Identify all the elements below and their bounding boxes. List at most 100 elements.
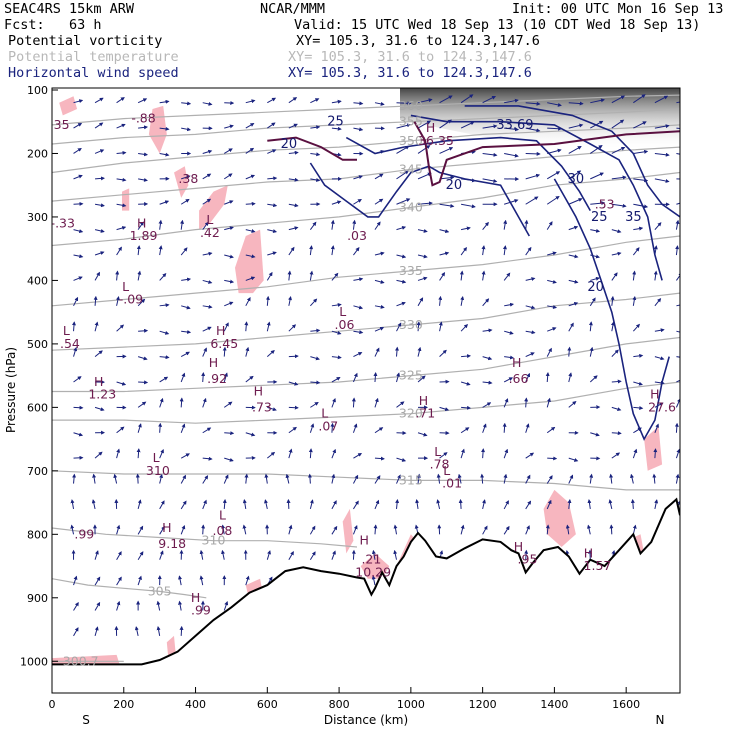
pv-region-7	[543, 489, 576, 547]
pv-label-29: L	[434, 444, 441, 459]
wind-vector-102	[159, 448, 164, 459]
wind-vector-52	[115, 296, 120, 306]
wind-vector-121	[180, 372, 186, 383]
pv-label-15: H	[216, 323, 225, 338]
field-xy-theta: XY= 105.3, 31.6 to 124.3,147.6	[288, 49, 532, 65]
pv-label-38: L	[219, 507, 226, 522]
wind-vector-539	[589, 375, 598, 383]
pv-label-51: .53	[595, 196, 615, 211]
wind-vector-160	[224, 254, 234, 259]
wind-vector-337	[396, 279, 407, 284]
wind-vector-501	[545, 524, 550, 535]
wind-vector-474	[524, 397, 529, 408]
wind-vector-46	[116, 150, 127, 155]
wind-vector-234	[288, 448, 293, 459]
wind-vector-345	[396, 474, 401, 484]
pv-zero-contours	[267, 121, 680, 187]
wind-vector-15	[72, 473, 77, 484]
wind-vector-426	[482, 298, 490, 307]
wind-vector-347	[393, 524, 398, 535]
wind-vector-13	[73, 432, 84, 437]
wind-vector-6	[73, 254, 84, 259]
wind-vector-410	[460, 448, 465, 459]
wind-vector-151	[199, 575, 204, 586]
wind-vector-355	[417, 172, 432, 180]
wind-vector-631	[675, 473, 680, 484]
wind-vector-29	[94, 271, 100, 281]
theta-label-10: 350	[399, 133, 423, 148]
wind-vector-14	[73, 455, 84, 460]
wind-vector-583	[633, 381, 643, 386]
wind-vector-293	[353, 277, 364, 282]
wind-vector-278	[331, 448, 337, 459]
wind-vector-319	[373, 372, 378, 383]
wind-vector-67	[138, 125, 149, 130]
wind-vector-301	[352, 474, 359, 484]
wind-vector-530	[590, 145, 603, 154]
wind-vector-242	[310, 98, 320, 104]
wind-vector-95	[159, 272, 167, 281]
wind-speed-label-3: 25	[591, 210, 608, 225]
wind-vector-206	[265, 295, 270, 306]
wind-vector-90	[159, 152, 170, 157]
wind-vector-318	[374, 347, 380, 357]
wind-vector-430	[482, 402, 492, 408]
wind-vector-235	[285, 473, 290, 484]
pv-label-49: H	[584, 545, 593, 560]
wind-vector-608	[653, 448, 658, 459]
y-tick-label-7: 800	[27, 528, 48, 541]
wind-vector-138	[202, 251, 213, 256]
wind-vector-207	[266, 321, 271, 332]
wind-vector-104	[159, 500, 165, 510]
wind-vector-574	[633, 149, 649, 154]
pv-label-19: H	[209, 355, 218, 370]
wind-vector-440	[504, 98, 519, 104]
pv-label-47: H	[514, 539, 523, 554]
wind-vector-298	[351, 397, 356, 408]
wind-vector-177	[245, 123, 255, 129]
wind-vector-184	[245, 297, 251, 307]
wind-vector-314	[374, 251, 385, 256]
wind-vector-315	[374, 279, 385, 284]
pv-label-50: 1.57	[584, 558, 612, 573]
wind-vector-5	[73, 229, 84, 234]
pv-label-21: H	[254, 384, 263, 399]
wind-vector-258	[309, 499, 314, 510]
wind-vector-566	[608, 499, 613, 510]
x-tick-label-1: 200	[113, 698, 134, 711]
wind-vector-348	[393, 549, 398, 560]
wind-vector-32	[94, 350, 103, 357]
wind-vector-470	[525, 305, 536, 310]
theta-labels: 300.7 305 310 315 320 325 330 335 340 345 350 35536…	[63, 98, 423, 668]
pv-region-8	[342, 508, 354, 554]
wind-vector-302	[353, 500, 359, 510]
wind-vector-124	[180, 453, 190, 459]
wind-vector-357	[417, 228, 428, 233]
wind-vector-281	[331, 525, 338, 535]
wind-vector-172	[221, 549, 225, 560]
wind-vector-227	[287, 270, 292, 281]
wind-vector-71	[137, 221, 144, 230]
wind-vector-38	[91, 499, 96, 510]
pv-label-23: L	[321, 406, 328, 421]
pv-label-53: 27.6	[648, 399, 676, 414]
wind-vector-58	[116, 448, 121, 459]
pv-label-17: H	[94, 374, 103, 389]
wind-vector-515	[568, 322, 574, 332]
pv-label-11: L	[339, 304, 346, 319]
wind-vector-389	[436, 473, 441, 484]
wind-vector-287	[353, 127, 364, 132]
wind-vector-20	[73, 601, 79, 611]
pv-label-34: 310	[146, 463, 170, 478]
wind-vector-125	[180, 474, 186, 484]
pv-label-30: .78	[430, 456, 450, 471]
wind-vector-401	[460, 226, 471, 231]
pv-label-40: H	[360, 533, 369, 548]
wind-vector-259	[309, 525, 316, 535]
wind-vector-222	[288, 150, 299, 155]
wind-vector-490	[547, 251, 557, 256]
pv-label-31: L	[443, 463, 450, 478]
terrain-fill	[52, 499, 680, 693]
wind-vector-248	[309, 245, 314, 256]
wind-vector-228	[288, 296, 292, 306]
